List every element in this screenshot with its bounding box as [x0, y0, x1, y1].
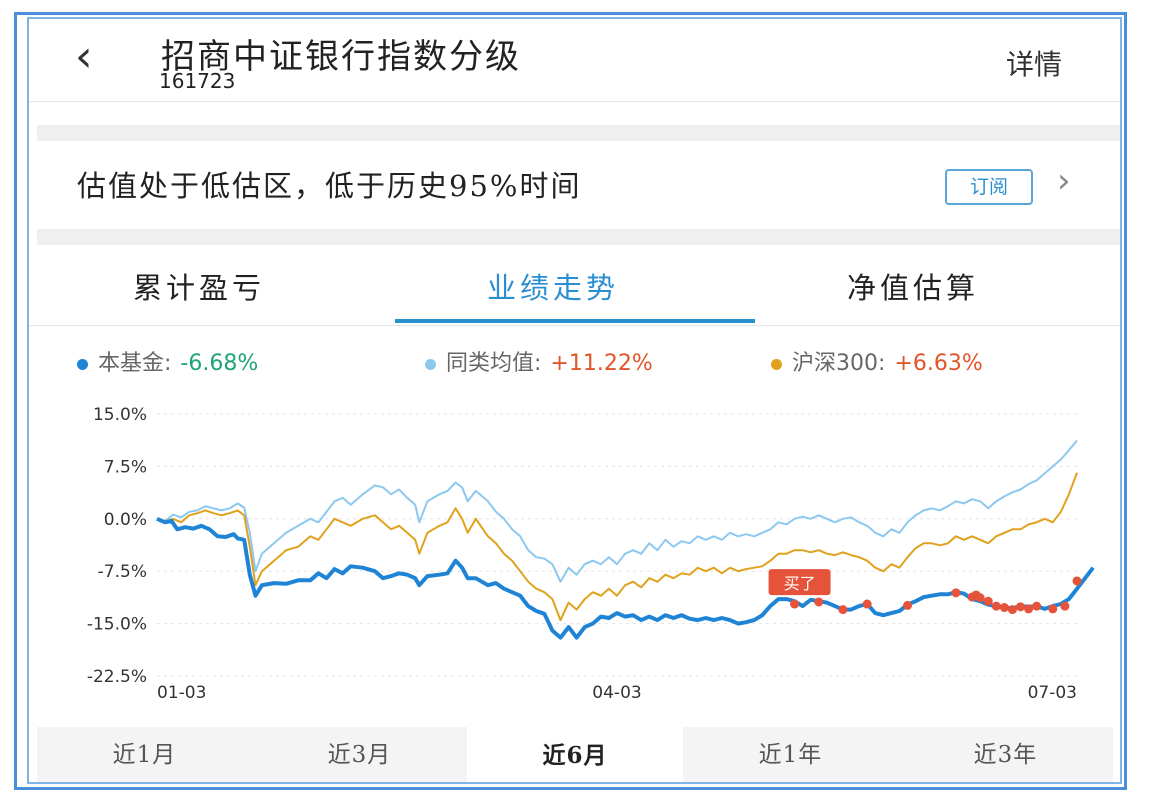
period-3m[interactable]: 近3月 — [327, 742, 392, 768]
y-tick-label: -15.0% — [87, 615, 147, 635]
y-tick-label: 7.5% — [104, 457, 147, 477]
series-line-peer-average — [156, 439, 1078, 583]
chevron-right-icon[interactable]: › — [1057, 161, 1071, 201]
series-line-csi300 — [156, 472, 1078, 622]
buy-marker — [951, 588, 961, 598]
period-3y[interactable]: 近3年 — [973, 742, 1038, 768]
legend-label: 同类均值: — [446, 351, 549, 376]
legend-label: 本基金: — [98, 351, 179, 376]
period-6m[interactable]: 近6月 — [467, 727, 683, 782]
performance-line-chart[interactable]: 15.0% 7.5% 0.0% -7.5% -15.0% -22.5% 01-03 04-03… — [29, 384, 1120, 724]
y-tick-label: -7.5% — [98, 562, 147, 582]
tab-cumulative-pnl[interactable]: 累计盈亏 — [133, 271, 266, 305]
legend-item-csi300[interactable]: 沪深300: +6.63% — [771, 345, 983, 377]
buy-marker — [975, 593, 985, 603]
tab-nav-estimate[interactable]: 净值估算 — [847, 271, 980, 305]
legend-item-fund[interactable]: 本基金: -6.68% — [77, 345, 258, 377]
screenshot-outer-border — [14, 12, 1127, 790]
valuation-banner[interactable]: 估值处于低估区，低于历史95%时间 订阅 › — [29, 141, 1120, 229]
valuation-text: 估值处于低估区，低于历史95%时间 — [77, 169, 582, 203]
buy-annotation-label: 买了 — [784, 574, 816, 593]
x-tick-label: 01-03 — [157, 683, 206, 703]
x-tick-label: 04-03 — [592, 683, 641, 703]
buy-marker — [991, 601, 1001, 611]
chart-legend: 本基金: -6.68% 同类均值: +11.22% 沪深300: +6.63% — [29, 341, 1120, 381]
app-screen: ‹ 招商中证银行指数分级 161723 详情 估值处于低估区，低于历史95%时间… — [27, 17, 1122, 784]
legend-label: 沪深300: — [792, 351, 893, 376]
tab-performance-trend[interactable]: 业绩走势 — [487, 271, 620, 305]
series-line-fund — [156, 516, 1095, 640]
fund-code: 161723 — [159, 69, 236, 93]
buy-marker — [1048, 604, 1058, 614]
buy-marker — [790, 599, 800, 609]
section-divider — [37, 229, 1120, 245]
tab-bar: 累计盈亏 业绩走势 净值估算 — [29, 245, 1120, 326]
y-tick-label: -22.5% — [87, 667, 147, 687]
legend-value: +11.22% — [550, 351, 653, 376]
fund-title: 招商中证银行指数分级 — [161, 37, 521, 77]
buy-marker — [999, 603, 1009, 613]
period-selector: 近1月 近3月 近6月 近1年 近3年 — [37, 727, 1113, 782]
legend-value: +6.63% — [894, 351, 983, 376]
app-header: ‹ 招商中证银行指数分级 161723 详情 — [29, 19, 1120, 102]
period-1y[interactable]: 近1年 — [758, 742, 823, 768]
buy-marker — [903, 600, 913, 610]
buy-marker — [1016, 602, 1026, 612]
legend-dot-icon — [77, 358, 88, 370]
section-divider — [37, 125, 1120, 141]
buy-marker — [1060, 601, 1070, 611]
buy-marker — [838, 605, 848, 615]
buy-marker — [983, 596, 993, 606]
buy-marker — [862, 599, 872, 609]
period-1m[interactable]: 近1月 — [112, 742, 177, 768]
subscribe-button[interactable]: 订阅 — [945, 169, 1033, 205]
buy-marker — [1032, 601, 1042, 611]
buy-annotation-box — [768, 569, 831, 596]
detail-button[interactable]: 详情 — [1005, 48, 1062, 81]
legend-value: -6.68% — [180, 351, 259, 376]
active-tab-indicator — [395, 319, 755, 323]
buy-marker — [1007, 605, 1017, 615]
y-tick-label: 15.0% — [93, 405, 147, 425]
legend-dot-icon — [771, 358, 782, 370]
y-tick-label: 0.0% — [104, 510, 147, 530]
back-arrow-icon[interactable]: ‹ — [75, 31, 93, 82]
legend-item-peer-average[interactable]: 同类均值: +11.22% — [425, 345, 653, 377]
buy-marker — [1024, 604, 1034, 614]
x-tick-label: 07-03 — [1028, 683, 1077, 703]
legend-dot-icon — [425, 358, 436, 370]
buy-marker — [814, 597, 824, 607]
buy-marker — [1072, 576, 1082, 586]
